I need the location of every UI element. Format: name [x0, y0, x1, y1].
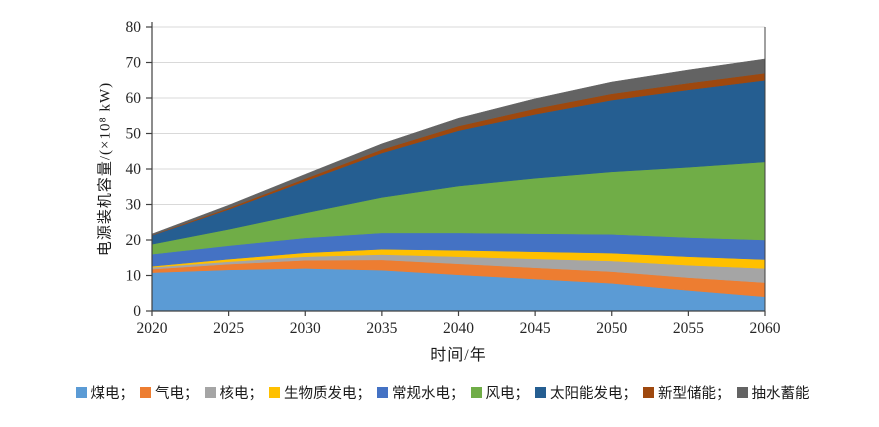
legend-item-coal: 煤电；: [70, 382, 135, 403]
legend: 煤电； 气电； 核电； 生物质发电； 常规水电； 风电； 太阳能发电； 新型储能； 抽水蓄能: [0, 382, 879, 403]
y-tick-label: 10: [126, 268, 142, 285]
y-tick-label: 60: [126, 90, 142, 107]
x-tick-label: 2040: [443, 320, 474, 337]
legend-swatch-wind: [470, 387, 482, 398]
y-tick-label: 0: [133, 303, 141, 320]
legend-swatch-biomass: [269, 387, 280, 398]
legend-swatch-nuclear: [204, 387, 216, 398]
legend-item-wind: 风电；: [465, 382, 530, 403]
x-axis-title: 时间/年: [430, 347, 487, 364]
y-tick-label: 80: [126, 19, 142, 36]
x-tick-label: 2060: [750, 320, 781, 337]
x-tick-label: 2025: [213, 320, 244, 337]
legend-item-nuclear: 核电；: [199, 382, 264, 403]
y-tick-label: 30: [126, 197, 142, 214]
y-tick-label: 40: [126, 161, 142, 178]
legend-label-gas: 气电；: [155, 386, 199, 402]
y-tick-label: 50: [126, 126, 142, 143]
legend-item-gas: 气电；: [134, 382, 199, 403]
x-tick-label: 2045: [520, 320, 551, 337]
y-tick-label: 20: [126, 232, 142, 249]
legend-label-solar: 太阳能发电；: [550, 386, 637, 402]
legend-item-solar: 太阳能发电；: [529, 382, 637, 403]
y-axis-title: 电源装机容量/(×10⁸ kW): [97, 81, 114, 257]
x-tick-label: 2055: [673, 320, 704, 337]
x-tick-label: 2035: [366, 320, 397, 337]
legend-item-biomass: 生物质发电；: [263, 382, 371, 403]
legend-swatch-gas: [140, 387, 151, 398]
legend-swatch-coal: [75, 387, 87, 398]
x-tick-label: 2020: [137, 320, 168, 337]
legend-swatch-hydro: [377, 387, 388, 398]
legend-label-wind: 风电；: [485, 386, 530, 402]
legend-item-pumped: 抽水蓄能: [731, 382, 810, 403]
legend-item-storage: 新型储能；: [637, 382, 731, 403]
legend-label-pumped: 抽水蓄能: [751, 386, 810, 402]
legend-label-biomass: 生物质发电；: [284, 386, 371, 402]
x-tick-label: 2030: [290, 320, 321, 337]
y-tick-label: 70: [126, 55, 142, 72]
legend-label-hydro: 常规水电；: [392, 386, 465, 402]
legend-label-storage: 新型储能；: [658, 386, 731, 402]
legend-item-hydro: 常规水电；: [371, 382, 465, 403]
legend-swatch-storage: [643, 387, 654, 398]
x-tick-label: 2050: [596, 320, 627, 337]
legend-label-coal: 煤电；: [90, 386, 135, 402]
legend-label-nuclear: 核电；: [219, 386, 264, 402]
legend-swatch-pumped: [736, 387, 748, 398]
legend-swatch-solar: [535, 387, 546, 398]
